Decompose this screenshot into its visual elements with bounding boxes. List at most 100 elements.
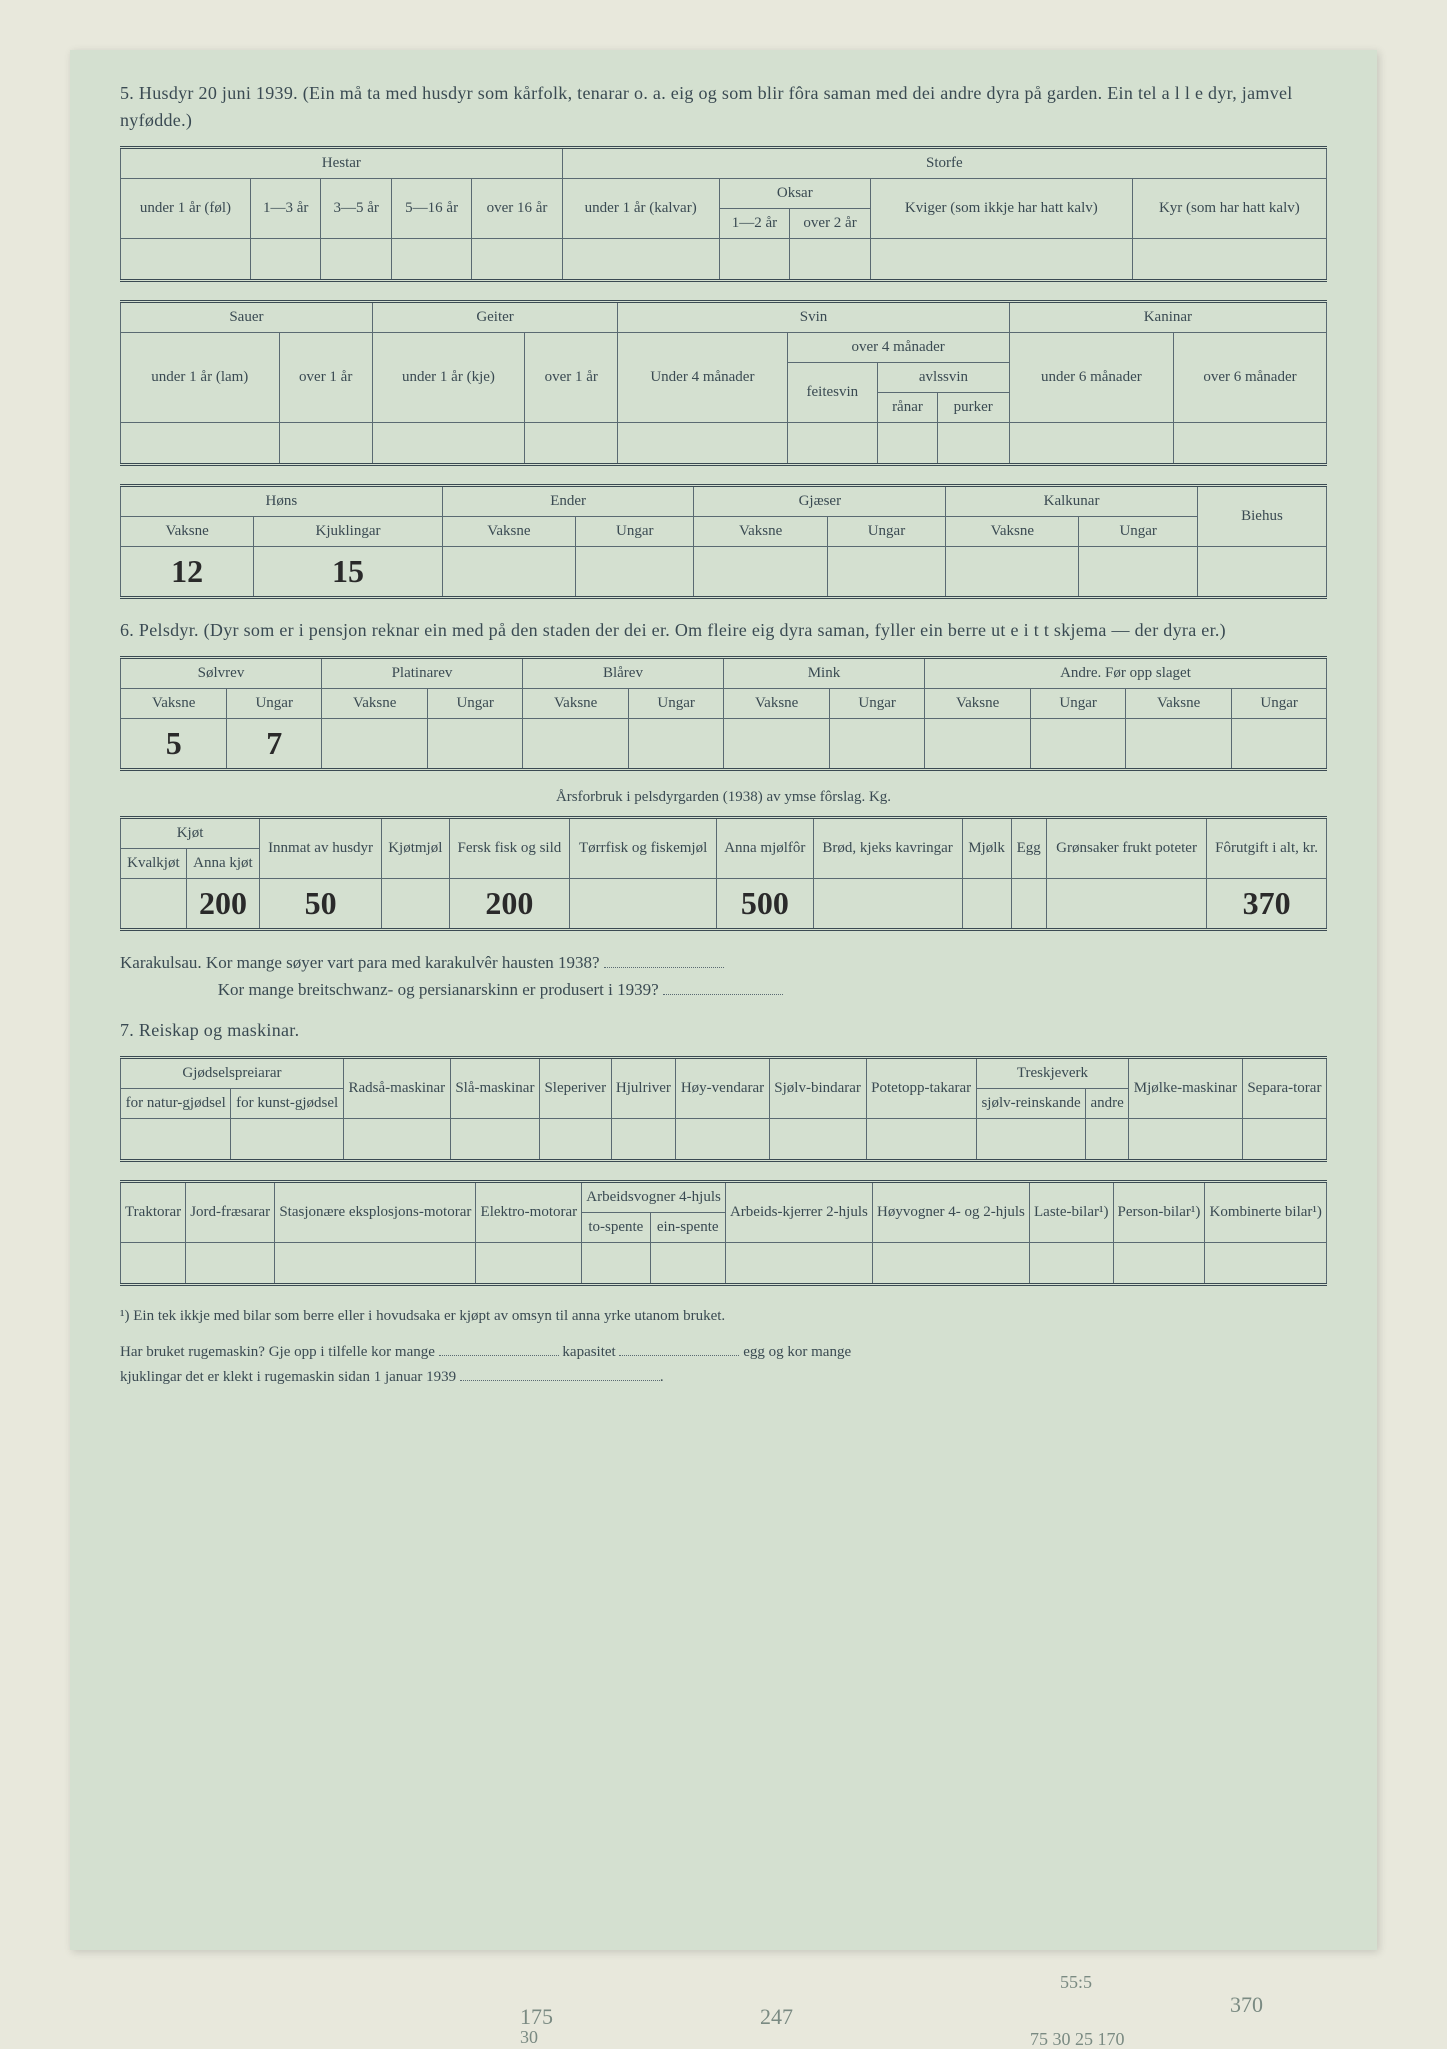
v-innmat: 50	[260, 879, 382, 930]
th-annamjol: Anna mjølfôr	[717, 818, 814, 879]
th-solv-u: Ungar	[227, 689, 322, 719]
section6-header: 6. Pelsdyr. (Dyr som er i pensjon reknar…	[120, 617, 1327, 644]
th-potet: Potetopp-takarar	[866, 1058, 976, 1119]
th-sv-ranar: rånar	[878, 393, 938, 423]
th-personbilar: Person-bilar¹)	[1113, 1182, 1205, 1243]
table-forbruk: Kjøt Innmat av husdyr Kjøtmjøl Fersk fis…	[120, 816, 1327, 931]
q-rugemaskin: Har bruket rugemaskin? Gje opp i tilfell…	[120, 1340, 1327, 1391]
th-geiter: Geiter	[372, 302, 618, 333]
th-sv-over4: over 4 månader	[787, 333, 1009, 363]
scribble-4: 75 30 25 170	[1030, 2030, 1125, 2048]
th-s-over2: over 2 år	[790, 209, 871, 239]
th-mink-u: Ungar	[830, 689, 925, 719]
th-plat-u: Ungar	[428, 689, 523, 719]
val-solv-v: 5	[121, 719, 227, 770]
dotted-line	[604, 954, 724, 968]
th-ge-under1: under 1 år (kje)	[372, 333, 524, 423]
table-reiskap-a: Gjødselspreiarar Radså-maskinar Slå-mask…	[120, 1056, 1327, 1162]
th-sv-feite: feitesvin	[787, 363, 878, 423]
th-andre: Andre. Før opp slaget	[924, 658, 1326, 689]
th-separa: Separa-torar	[1242, 1058, 1326, 1119]
section5-num: 5.	[120, 83, 134, 103]
th-bla-u: Ungar	[629, 689, 724, 719]
val-hons-kjuk: 15	[254, 547, 442, 598]
th-s-kviger: Kviger (som ikkje har hatt kalv)	[870, 179, 1132, 239]
th-hoyvogner: Høyvogner 4- og 2-hjuls	[872, 1182, 1029, 1243]
th-gjaeser-ungar: Ungar	[827, 517, 945, 547]
th-bla-v: Vaksne	[522, 689, 628, 719]
th-a2-u: Ungar	[1232, 689, 1327, 719]
dotted-line	[460, 1367, 660, 1381]
th-mink: Mink	[723, 658, 924, 689]
scribble-2: 30	[520, 2027, 538, 2048]
th-svin: Svin	[618, 302, 1009, 333]
th-plat-v: Vaksne	[321, 689, 427, 719]
th-solvrev: Sølvrev	[121, 658, 322, 689]
th-sa-over1: over 1 år	[279, 333, 372, 423]
karakul-q1: Karakulsau. Kor mange søyer vart para me…	[120, 949, 1327, 1003]
th-torrfisk: Tørrfisk og fiskemjøl	[570, 818, 717, 879]
v-annakjot: 200	[186, 879, 259, 930]
th-h-over16: over 16 år	[472, 179, 563, 239]
th-ge-over1: over 1 år	[525, 333, 618, 423]
th-jordfraes: Jord-fræsarar	[186, 1182, 275, 1243]
table-sauer-svin: Sauer Geiter Svin Kaninar under 1 år (la…	[120, 300, 1327, 466]
th-hoy: Høy-vendarar	[676, 1058, 769, 1119]
v-annamjol: 500	[717, 879, 814, 930]
th-kalk-ungar: Ungar	[1079, 517, 1197, 547]
th-hestar: Hestar	[121, 148, 563, 179]
th-s-under1: under 1 år (kalvar)	[562, 179, 719, 239]
section5-header: 5. Husdyr 20 juni 1939. (Ein må ta med h…	[120, 80, 1327, 134]
v-forutgift: 370	[1207, 879, 1327, 930]
data-row-sauer-svin	[121, 423, 1327, 465]
th-tr-andre: andre	[1086, 1089, 1129, 1119]
section7-header: 7. Reiskap og maskinar.	[120, 1017, 1327, 1044]
th-sauer: Sauer	[121, 302, 373, 333]
val-solv-u: 7	[227, 719, 322, 770]
th-ender-ungar: Ungar	[576, 517, 694, 547]
th-s-oksar: Oksar	[719, 179, 870, 209]
th-mink-v: Vaksne	[723, 689, 829, 719]
scribble-3: 247	[760, 2004, 793, 2030]
th-hons-kjuk: Kjuklingar	[254, 517, 442, 547]
th-a2-v: Vaksne	[1125, 689, 1231, 719]
th-gjodsel: Gjødselspreiarar	[121, 1058, 344, 1089]
data-row-reiskap-b	[121, 1243, 1327, 1285]
section6-num: 6.	[120, 620, 134, 640]
data-row-hons: 12 15	[121, 547, 1327, 598]
dotted-line	[619, 1342, 739, 1356]
th-biehus: Biehus	[1197, 486, 1326, 547]
th-kalkunar: Kalkunar	[946, 486, 1198, 517]
th-innmat: Innmat av husdyr	[260, 818, 382, 879]
forbruk-title: Årsforbruk i pelsdyrgarden (1938) av yms…	[120, 789, 1327, 806]
table-reiskap-b: Traktorar Jord-fræsarar Stasjonære ekspl…	[120, 1180, 1327, 1286]
th-einspente: ein-spente	[650, 1213, 725, 1243]
th-tospente: to-spente	[582, 1213, 650, 1243]
th-ender: Ender	[442, 486, 694, 517]
th-ka-under6: under 6 månader	[1009, 333, 1173, 423]
th-traktorar: Traktorar	[121, 1182, 186, 1243]
footnote-bilar: ¹) Ein tek ikkje med bilar som berre ell…	[120, 1304, 1327, 1330]
th-s-1-2: 1—2 år	[719, 209, 790, 239]
data-row-hestar-storfe	[121, 239, 1327, 281]
th-kombinerte: Kombinerte bilar¹)	[1205, 1182, 1327, 1243]
th-sleperiver: Sleperiver	[540, 1058, 612, 1119]
dotted-line	[663, 981, 783, 995]
section5-title: Husdyr 20 juni 1939. (Ein må ta med husd…	[120, 83, 1293, 130]
th-storfe: Storfe	[562, 148, 1326, 179]
th-kjotmjol: Kjøtmjøl	[382, 818, 450, 879]
table-pelsdyr: Sølvrev Platinarev Blårev Mink Andre. Fø…	[120, 656, 1327, 771]
th-s-kyr: Kyr (som har hatt kalv)	[1132, 179, 1326, 239]
th-annakjot: Anna kjøt	[186, 849, 259, 879]
th-sv-under: Under 4 månader	[618, 333, 787, 423]
v-fersk: 200	[449, 879, 570, 930]
th-stasjonaer: Stasjonære eksplosjons-motorar	[275, 1182, 476, 1243]
th-h-under1: under 1 år (føl)	[121, 179, 251, 239]
th-forutgift: Fôrutgift i alt, kr.	[1207, 818, 1327, 879]
th-h-5-16: 5—16 år	[391, 179, 471, 239]
data-row-pelsdyr: 5 7	[121, 719, 1327, 770]
th-ka-over6: over 6 månader	[1173, 333, 1326, 423]
scribble-5: 370	[1230, 1992, 1263, 2018]
th-radsaa: Radså-maskinar	[343, 1058, 450, 1119]
th-arbeidsvogner: Arbeidsvogner 4-hjuls	[582, 1182, 726, 1213]
